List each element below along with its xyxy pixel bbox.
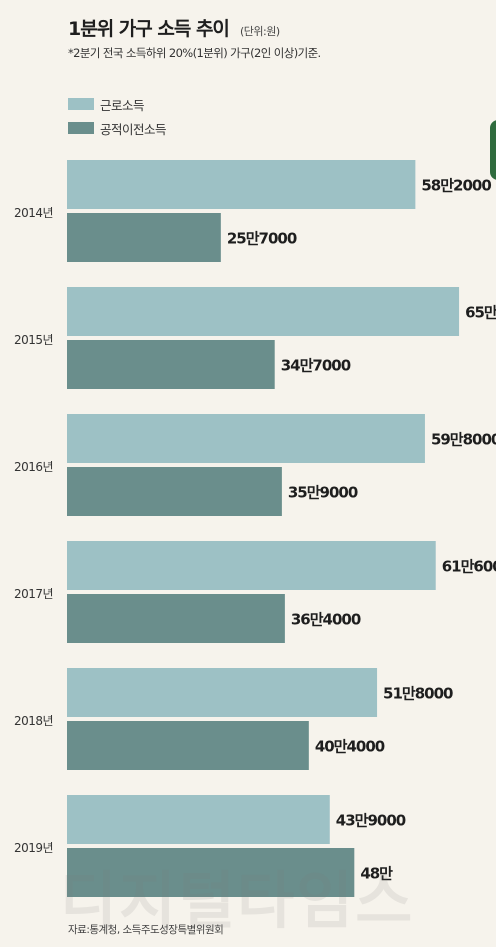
value-label-public-transfer: 25만7000 xyxy=(227,230,297,248)
year-label: 2015년 xyxy=(14,333,53,347)
legend-label-public-transfer: 공적이전소득 xyxy=(100,121,167,137)
bar-earned-income xyxy=(67,160,416,209)
decorative-leaf xyxy=(490,120,496,180)
unit-label: (단위:원) xyxy=(240,25,280,38)
bar-earned-income xyxy=(67,287,460,336)
legend-item-earned-income: 근로소득 xyxy=(68,96,166,113)
chart-subtitle: *2분기 전국 소득하위 20%(1분위) 가구(2인 이상)기준. xyxy=(68,46,321,60)
value-label-earned-income: 51만8000 xyxy=(383,685,453,703)
bar-earned-income xyxy=(67,795,330,844)
year-label: 2018년 xyxy=(14,714,53,728)
bar-earned-income xyxy=(67,668,378,717)
bar-earned-income xyxy=(67,541,436,590)
year-label: 2019년 xyxy=(14,841,53,855)
bar-earned-income xyxy=(67,414,425,463)
value-label-earned-income: 58만2000 xyxy=(421,177,491,195)
watermark: 디지털타임스 xyxy=(60,864,415,937)
source-note: 자료:통계청, 소득주도성장특별위원회 xyxy=(68,924,224,936)
legend-item-public-transfer: 공적이전소득 xyxy=(68,120,167,137)
bar-public-transfer xyxy=(67,340,275,389)
value-label-earned-income: 65만5000 xyxy=(465,304,496,322)
legend-label-earned-income: 근로소득 xyxy=(100,97,145,113)
value-label-public-transfer: 48만 xyxy=(360,865,393,883)
chart-title: 1분위 가구 소득 추이 xyxy=(68,18,230,40)
legend-swatch-earned-income xyxy=(68,98,94,110)
bar-public-transfer xyxy=(67,848,355,897)
value-label-public-transfer: 35만9000 xyxy=(288,484,358,502)
bar-public-transfer xyxy=(67,213,221,262)
year-label: 2016년 xyxy=(14,460,53,474)
value-label-public-transfer: 34만7000 xyxy=(281,357,351,375)
bar-public-transfer xyxy=(67,467,282,516)
value-label-public-transfer: 36만4000 xyxy=(291,611,361,629)
year-label: 2014년 xyxy=(14,206,53,220)
bar-public-transfer xyxy=(67,721,309,770)
title-row: 1분위 가구 소득 추이 (단위:원) xyxy=(68,14,280,41)
value-label-public-transfer: 40만4000 xyxy=(315,738,385,756)
bar-public-transfer xyxy=(67,594,285,643)
value-label-earned-income: 59만8000 xyxy=(431,431,496,449)
legend: 근로소득 공적이전소득 xyxy=(68,96,167,144)
value-label-earned-income: 61만6000 xyxy=(442,558,496,576)
year-label: 2017년 xyxy=(14,587,53,601)
legend-swatch-public-transfer xyxy=(68,122,94,134)
value-label-earned-income: 43만9000 xyxy=(336,812,406,830)
